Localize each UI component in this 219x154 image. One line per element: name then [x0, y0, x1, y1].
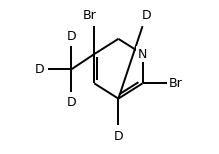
Text: D: D: [35, 63, 44, 76]
Text: D: D: [67, 96, 76, 109]
Text: D: D: [141, 9, 151, 22]
Text: N: N: [138, 48, 147, 61]
Text: D: D: [114, 130, 123, 143]
Text: Br: Br: [82, 9, 96, 22]
Text: Br: Br: [169, 77, 182, 90]
Text: D: D: [67, 30, 76, 43]
